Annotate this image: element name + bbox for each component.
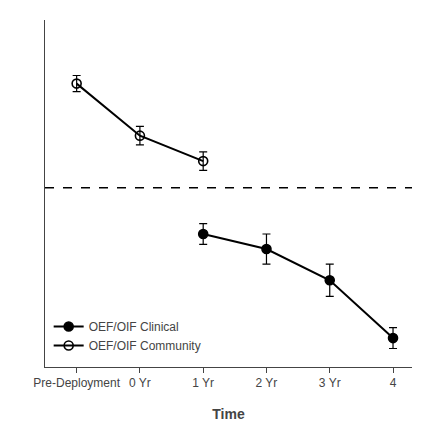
svg-text:Time: Time (212, 406, 245, 422)
svg-text:3 Yr: 3 Yr (319, 376, 341, 390)
svg-text:0 Yr: 0 Yr (129, 376, 151, 390)
svg-text:OEF/OIF Community: OEF/OIF Community (89, 339, 201, 353)
svg-text:4: 4 (390, 376, 397, 390)
svg-text:OEF/OIF Clinical: OEF/OIF Clinical (89, 320, 179, 334)
svg-text:1 Yr: 1 Yr (192, 376, 214, 390)
svg-text:2 Yr: 2 Yr (256, 376, 278, 390)
svg-text:Pre-Deployment: Pre-Deployment (33, 376, 120, 390)
